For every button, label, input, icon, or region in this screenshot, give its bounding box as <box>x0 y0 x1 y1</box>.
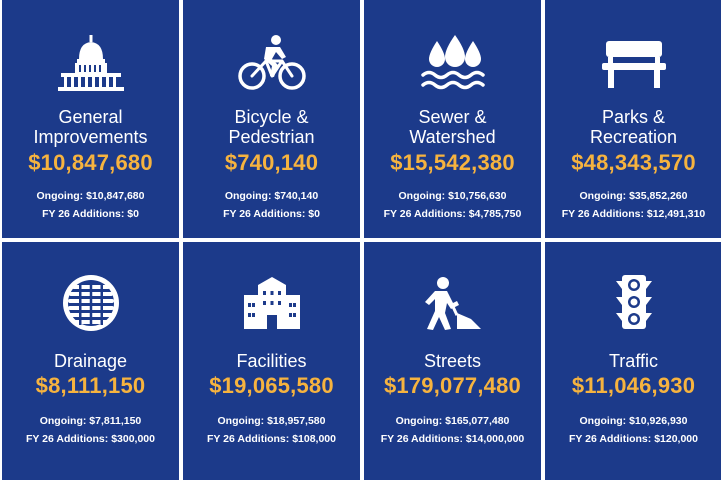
category-title: Bicycle & Pedestrian <box>228 107 315 147</box>
tile-parks-recreation: Parks & Recreation $48,343,570 Ongoing: … <box>545 0 721 238</box>
ongoing-amount: Ongoing: $10,926,930 <box>579 415 688 427</box>
tile-facilities: Facilities $19,065,580 Ongoing: $18,957,… <box>183 242 360 480</box>
total-amount: $19,065,580 <box>209 373 334 398</box>
category-title: Streets <box>423 351 482 371</box>
additions-amount: FY 26 Additions: $12,491,310 <box>561 208 706 220</box>
road-worker-icon <box>417 273 489 333</box>
ongoing-amount: Ongoing: $740,140 <box>224 190 319 202</box>
tile-general-improvements: General Improvements $10,847,680 Ongoing… <box>2 0 179 238</box>
additions-amount: FY 26 Additions: $0 <box>223 208 320 220</box>
total-amount: $48,343,570 <box>571 150 696 175</box>
building-icon <box>236 273 308 333</box>
tile-streets: Streets $179,077,480 Ongoing: $165,077,4… <box>364 242 541 480</box>
total-amount: $8,111,150 <box>35 373 146 398</box>
ongoing-amount: Ongoing: $10,756,630 <box>398 190 507 202</box>
category-title: Sewer & Watershed <box>409 107 496 147</box>
capitol-building-icon <box>55 33 127 93</box>
ongoing-amount: Ongoing: $18,957,580 <box>217 415 326 427</box>
total-amount: $15,542,380 <box>390 150 515 175</box>
ongoing-amount: Ongoing: $10,847,680 <box>36 190 145 202</box>
category-title: Parks & Recreation <box>589 107 678 147</box>
additions-amount: FY 26 Additions: $108,000 <box>207 433 336 445</box>
tile-drainage: Drainage $8,111,150 Ongoing: $7,811,150 … <box>2 242 179 480</box>
ongoing-amount: Ongoing: $35,852,260 <box>579 190 688 202</box>
cyclist-icon <box>236 33 308 93</box>
additions-amount: FY 26 Additions: $4,785,750 <box>383 208 522 220</box>
ongoing-amount: Ongoing: $165,077,480 <box>395 415 510 427</box>
tile-traffic: Traffic $11,046,930 Ongoing: $10,926,930… <box>545 242 721 480</box>
additions-amount: FY 26 Additions: $0 <box>42 208 139 220</box>
tile-sewer-watershed: Sewer & Watershed $15,542,380 Ongoing: $… <box>364 0 541 238</box>
additions-amount: FY 26 Additions: $120,000 <box>569 433 698 445</box>
total-amount: $10,847,680 <box>28 150 153 175</box>
total-amount: $740,140 <box>224 150 319 175</box>
category-title: Traffic <box>608 351 658 371</box>
park-bench-icon <box>598 33 670 93</box>
drain-grate-icon <box>55 273 127 333</box>
category-title: General Improvements <box>33 107 148 147</box>
total-amount: $11,046,930 <box>571 373 696 398</box>
category-title: Drainage <box>53 351 128 371</box>
category-title: Facilities <box>236 351 307 371</box>
additions-amount: FY 26 Additions: $300,000 <box>26 433 155 445</box>
tile-bicycle-pedestrian: Bicycle & Pedestrian $740,140 Ongoing: $… <box>183 0 360 238</box>
water-drops-icon <box>417 33 489 93</box>
ongoing-amount: Ongoing: $7,811,150 <box>39 415 142 427</box>
total-amount: $179,077,480 <box>384 373 521 398</box>
traffic-light-icon <box>598 273 670 333</box>
additions-amount: FY 26 Additions: $14,000,000 <box>380 433 525 445</box>
